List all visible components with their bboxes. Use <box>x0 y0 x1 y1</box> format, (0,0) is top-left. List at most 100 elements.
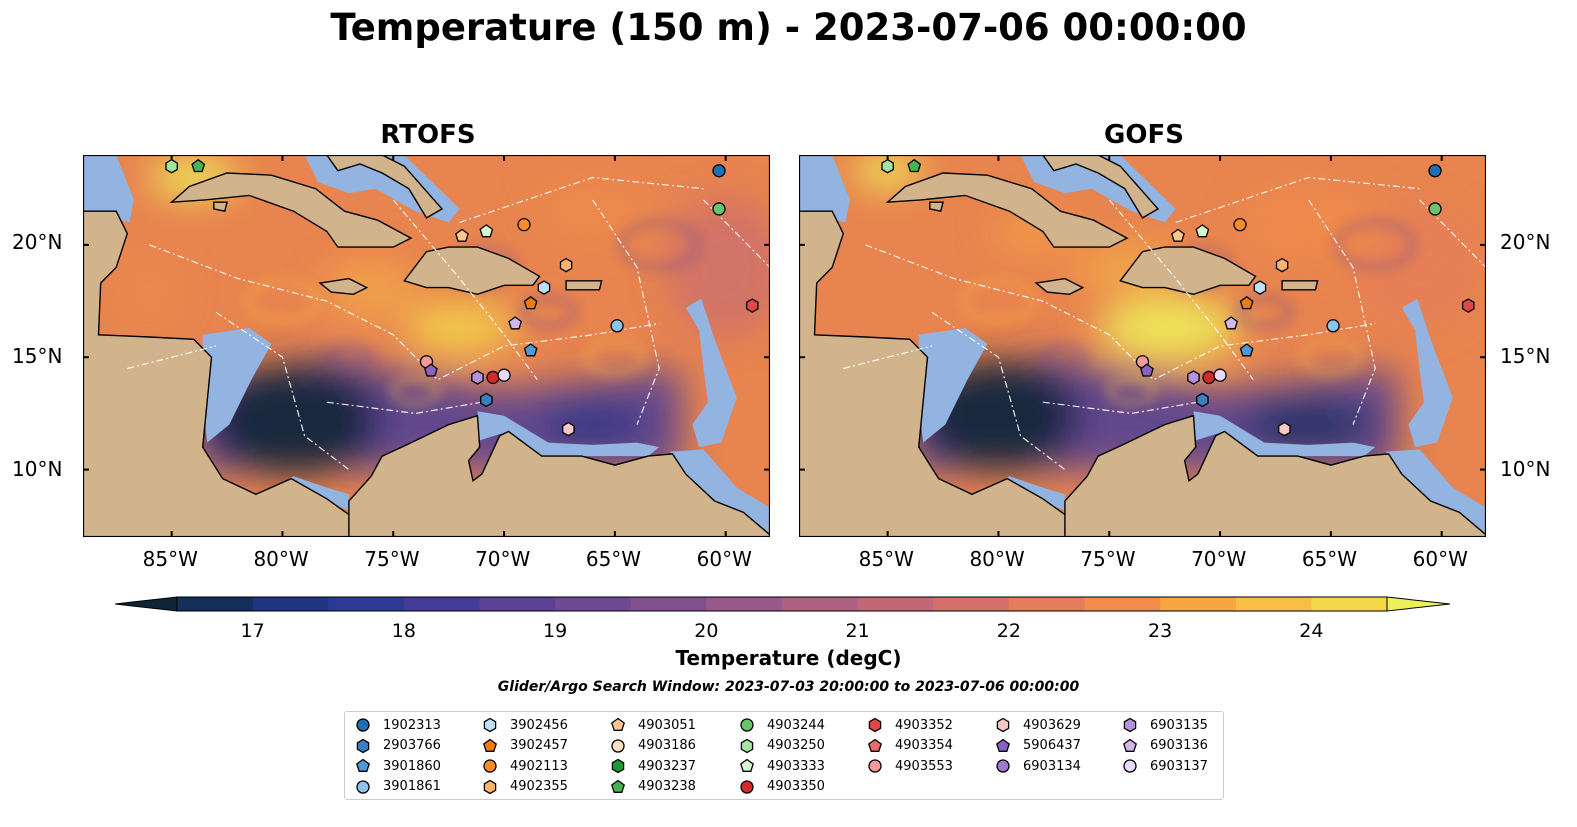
legend-label: 4903354 <box>895 738 953 753</box>
observation-marker <box>1253 280 1267 295</box>
colorbar-segment <box>1008 597 1085 611</box>
circle-marker-icon <box>611 738 625 753</box>
colorbar-segment <box>782 597 859 611</box>
pentagon-marker-icon <box>611 717 625 731</box>
observation-marker <box>1326 319 1340 333</box>
legend-marker <box>611 717 625 731</box>
legend-marker <box>740 779 754 794</box>
lat-tick-label: 15°N <box>1500 344 1551 368</box>
observation-marker <box>745 298 759 313</box>
colorbar-segment <box>933 597 1010 611</box>
observation-marker <box>1187 370 1200 385</box>
pentagon-marker-icon <box>868 738 882 752</box>
lon-tick-label: 70°W <box>1191 547 1247 571</box>
observation-marker <box>559 257 573 273</box>
legend-marker <box>740 718 754 732</box>
legend-item: 6903136 <box>1120 736 1208 756</box>
legend: 1902313 2903766 3901860 3901861 3902456 39024… <box>344 711 1224 800</box>
legend-marker <box>1123 759 1137 773</box>
legend-item: 5906437 <box>993 736 1081 756</box>
legend-item: 3902457 <box>480 736 568 756</box>
observation-marker <box>712 202 726 216</box>
colorbar-segment <box>1311 597 1388 611</box>
legend-label: 4903629 <box>1023 717 1081 733</box>
legend-item: 6903135 <box>1120 715 1208 735</box>
observation-marker <box>610 319 624 333</box>
legend-item: 4903629 <box>993 715 1081 735</box>
land-cuba <box>169 172 413 248</box>
legend-label: 4903237 <box>638 758 696 774</box>
lon-tick-label: 75°W <box>1080 547 1136 571</box>
lon-tick-label: 85°W <box>142 547 198 571</box>
legend-marker <box>483 759 497 773</box>
pentagon-marker-icon <box>996 738 1010 752</box>
observation-marker <box>562 421 575 437</box>
legend-item: 4903244 <box>737 715 825 735</box>
legend-label: 3902457 <box>510 738 568 753</box>
shelf-campeche <box>83 155 134 223</box>
legend-marker <box>483 738 497 752</box>
colorbar-tick-label: 24 <box>1299 620 1324 642</box>
circle-marker-icon <box>740 718 754 732</box>
observation-marker <box>1140 363 1154 377</box>
observation-marker <box>1233 218 1247 232</box>
legend-label: 6903134 <box>1023 758 1081 774</box>
legend-item: 3901861 <box>353 777 441 797</box>
land-hispaniola <box>1119 246 1257 296</box>
land-puertoRico <box>1281 280 1319 291</box>
circle-marker-icon <box>868 759 882 773</box>
lon-tick-label: 80°W <box>253 547 309 571</box>
colorbar-segment <box>630 597 707 611</box>
observation-marker <box>1202 370 1216 385</box>
legend-item: 4903250 <box>737 736 825 756</box>
legend-marker <box>868 738 882 752</box>
legend-marker <box>356 718 370 732</box>
observation-marker <box>1428 202 1442 216</box>
observation-marker <box>1461 298 1475 313</box>
legend-item: 4903553 <box>865 756 953 776</box>
land-southAmerica <box>348 414 770 537</box>
legend-marker <box>356 758 370 772</box>
observation-marker <box>1239 295 1254 310</box>
legend-label: 4903244 <box>767 717 825 733</box>
observation-marker <box>523 343 538 357</box>
colorbar-segment <box>252 597 329 611</box>
observation-marker <box>907 158 922 173</box>
legend-label: 4903333 <box>767 758 825 774</box>
observation-marker <box>424 363 438 377</box>
observation-marker <box>1275 257 1289 273</box>
colorbar-tick-label: 19 <box>543 620 568 642</box>
observation-marker <box>1278 421 1291 437</box>
colorbar-label: Temperature (degC) <box>675 646 902 670</box>
shelf-venezuela <box>1193 411 1376 457</box>
colorbar-segment <box>177 597 254 611</box>
legend-label: 3901860 <box>383 758 441 774</box>
legend-item: 3901860 <box>353 756 441 776</box>
land-puertoRico <box>565 280 603 291</box>
hexagon-marker-icon <box>483 779 497 794</box>
map-panel-gofs <box>799 155 1486 537</box>
legend-label: 6903137 <box>1150 758 1208 774</box>
observation-marker <box>497 368 511 382</box>
legend-label: 4903553 <box>895 758 953 774</box>
observation-marker <box>1195 224 1210 238</box>
legend-label: 4903352 <box>895 717 953 733</box>
shelf-campeche <box>799 155 850 223</box>
lon-tick-label: 65°W <box>1301 547 1358 571</box>
legend-label: 4903238 <box>638 779 696 794</box>
pentagon-marker-icon <box>1123 738 1137 752</box>
observation-marker <box>1171 228 1185 242</box>
lon-tick-label: 60°W <box>1412 547 1468 571</box>
legend-item: 4903333 <box>737 756 825 776</box>
legend-marker <box>740 738 754 753</box>
lat-tick-label: 10°N <box>1500 457 1551 481</box>
land-centralAmerica <box>83 210 355 537</box>
hexagon-marker-icon <box>611 758 625 774</box>
panel-title-rtofs: RTOFS <box>380 120 476 150</box>
legend-label: 6903135 <box>1150 717 1208 733</box>
legend-label: 3902456 <box>510 717 568 733</box>
legend-marker <box>356 779 370 794</box>
hexagon-marker-icon <box>740 738 754 753</box>
colorbar-segment <box>479 597 556 611</box>
observation-marker <box>486 370 500 385</box>
